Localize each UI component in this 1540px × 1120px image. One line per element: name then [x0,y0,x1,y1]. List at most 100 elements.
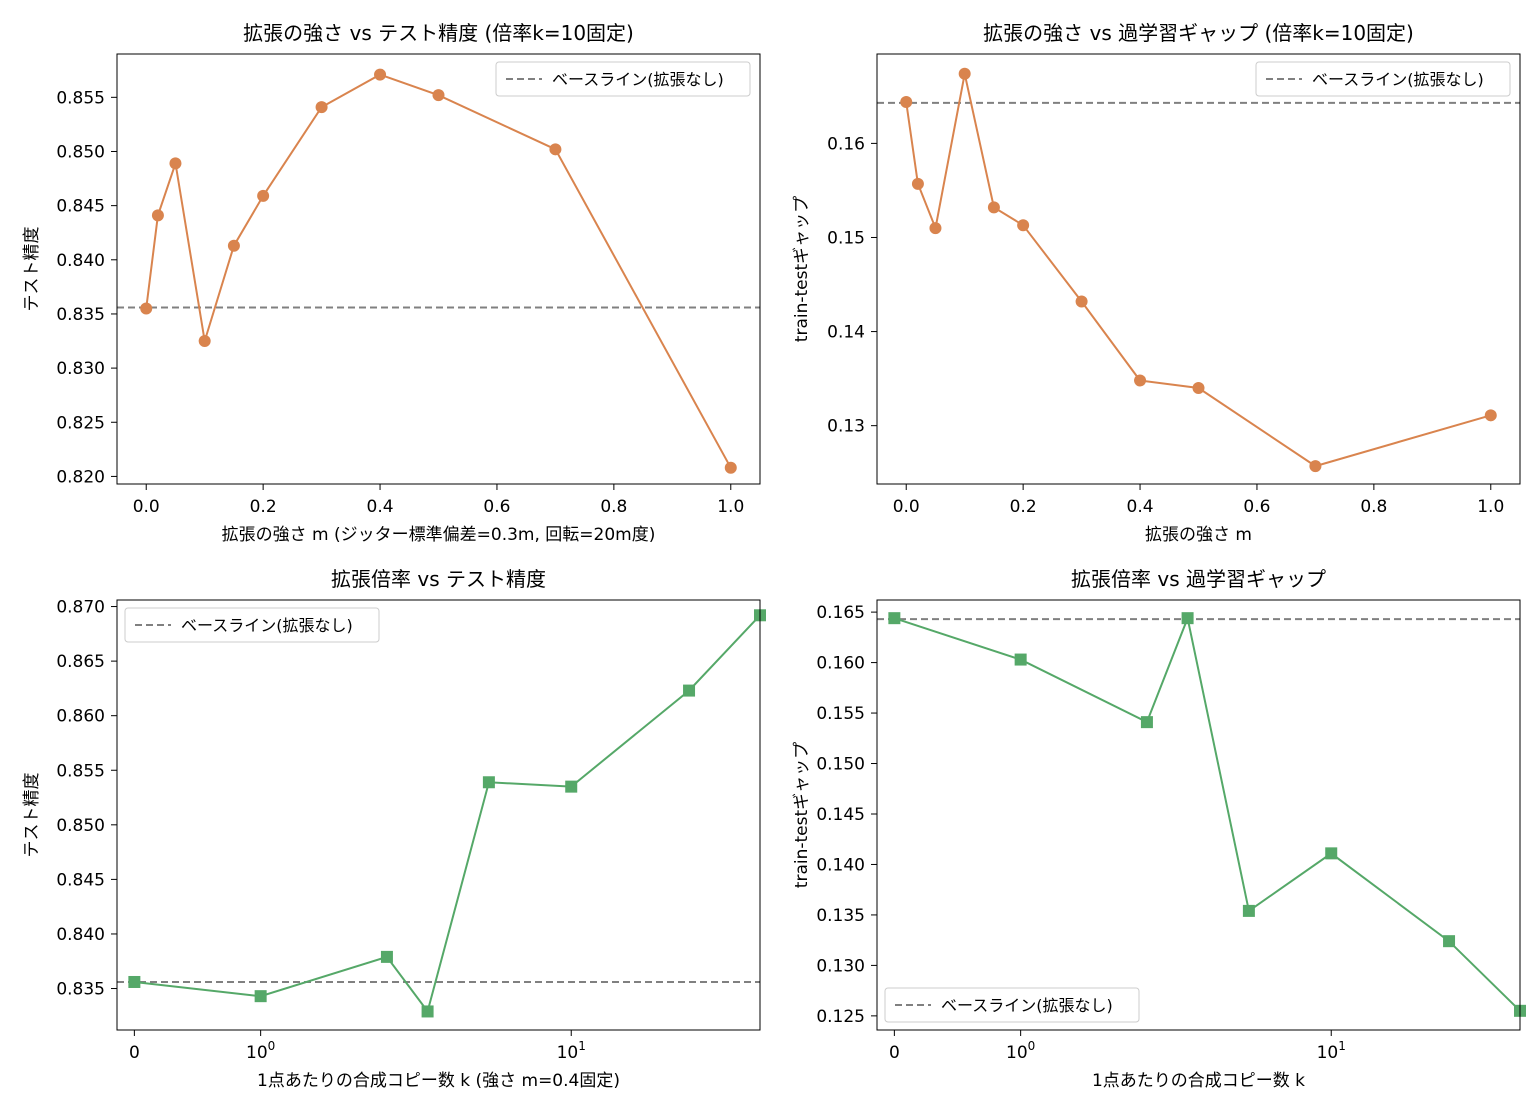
data-point [565,780,578,793]
x-axis-label: 1点あたりの合成コピー数 k (強さ m=0.4固定) [257,1071,620,1091]
plot-frame [116,599,761,1031]
y-tick-label: 0.840 [56,925,105,945]
data-point [380,950,393,963]
series-line [905,73,1492,468]
data-point [1443,935,1456,948]
data-point [198,335,211,348]
legend-box [124,607,380,643]
data-point [929,222,942,235]
x-tick-label: 0.0 [133,497,160,517]
data-point [549,143,562,156]
x-tick-label: 100 [246,1039,275,1063]
data-point [254,990,267,1003]
series-line [894,614,1521,1012]
chart-title: 拡張の強さ vs テスト精度 (倍率k=10固定) [243,21,634,45]
data-point [1192,382,1205,395]
x-tick-label: 0 [129,1043,140,1063]
data-point [482,776,495,789]
y-tick-label: 0.840 [56,251,105,271]
data-point [958,67,971,80]
data-point [987,201,1000,214]
x-tick-label: 1.0 [1477,497,1504,517]
legend: ベースライン(拡張なし) [495,61,751,97]
y-tick-label: 0.160 [816,654,865,674]
data-point [432,89,445,102]
data-point [724,461,737,474]
chart-panel-strength-accuracy: 拡張の強さ vs テスト精度 (倍率k=10固定) 0.0 0.2 0.4 0.6 0.8… [22,21,761,545]
x-tick-label: 0 [889,1043,900,1063]
legend-box [1255,61,1511,97]
x-tick-label: 0.4 [367,497,394,517]
y-tick-label: 0.130 [816,956,865,976]
y-tick-label: 0.865 [56,652,105,672]
legend: ベースライン(拡張なし) [884,987,1140,1023]
y-tick-label: 0.13 [827,417,865,437]
data-point [1181,612,1194,625]
x-tick-label: 101 [557,1039,586,1063]
legend-label: ベースライン(拡張なし) [552,70,724,89]
y-tick-label: 0.835 [56,305,105,325]
x-tick-label: 0.6 [1243,497,1270,517]
chart-panel-multiplier-accuracy: 拡張倍率 vs テスト精度 0 100 101 0.835 0.840 0.845 0.850… [22,567,766,1091]
y-axis-label: テスト精度 [22,773,42,858]
series-line [134,614,761,1014]
chart-panel-multiplier-gap: 拡張倍率 vs 過学習ギャップ 0 100 101 0.125 0.130 0.135 0.1… [792,567,1526,1091]
y-tick-label: 0.135 [816,906,865,926]
y-tick-label: 0.825 [56,413,105,433]
y-tick-label: 0.850 [56,142,105,162]
legend-box [495,61,751,97]
legend-label: ベースライン(拡張なし) [941,996,1113,1015]
y-tick-label: 0.125 [816,1007,865,1027]
y-tick-label: 0.850 [56,816,105,836]
legend-label: ベースライン(拡張なし) [181,616,353,635]
x-tick-label: 0.4 [1127,497,1154,517]
data-point [140,302,153,315]
data-point [1014,653,1027,666]
chart-title: 拡張の強さ vs 過学習ギャップ (倍率k=10固定) [983,21,1414,45]
series-line [145,73,732,469]
plot-frame [876,599,1521,1031]
x-tick-label: 0.2 [250,497,277,517]
data-point [900,95,913,108]
y-tick-label: 0.835 [56,980,105,1000]
y-tick-label: 0.820 [56,467,105,487]
y-tick-label: 0.14 [827,323,865,343]
data-point [888,612,901,625]
data-point [1075,295,1088,308]
data-point [683,684,696,697]
data-point [374,68,387,81]
y-tick-label: 0.150 [816,755,865,775]
x-tick-label: 1.0 [717,497,744,517]
y-tick-label: 0.860 [56,707,105,727]
chart-title: 拡張倍率 vs 過学習ギャップ [1071,567,1326,591]
data-point [1140,716,1153,729]
data-point [1017,219,1030,232]
data-point [315,101,328,114]
y-tick-label: 0.845 [56,870,105,890]
data-point [257,189,270,202]
y-axis-label: train-testギャップ [792,742,812,888]
legend-box [884,987,1140,1023]
data-point [1484,409,1497,422]
data-point [1242,904,1255,917]
chart-title: 拡張倍率 vs テスト精度 [331,567,546,591]
plot-frame [876,53,1521,485]
x-tick-label: 0.0 [893,497,920,517]
x-axis-label: 拡張の強さ m [1145,525,1252,545]
data-point [1134,374,1147,387]
x-tick-label: 0.2 [1010,497,1037,517]
data-point [151,209,164,222]
data-point [1325,847,1338,860]
data-point [128,975,141,988]
y-tick-label: 0.845 [56,197,105,217]
y-tick-label: 0.140 [816,855,865,875]
y-tick-label: 0.165 [816,603,865,623]
x-tick-label: 0.6 [483,497,510,517]
x-tick-label: 0.8 [600,497,627,517]
plot-frame [116,53,761,485]
x-axis-label: 拡張の強さ m (ジッター標準偏差=0.3m, 回転=20m度) [222,525,656,545]
data-point [911,177,924,190]
data-point [421,1005,434,1018]
legend-label: ベースライン(拡張なし) [1312,70,1484,89]
data-point [1309,460,1322,473]
